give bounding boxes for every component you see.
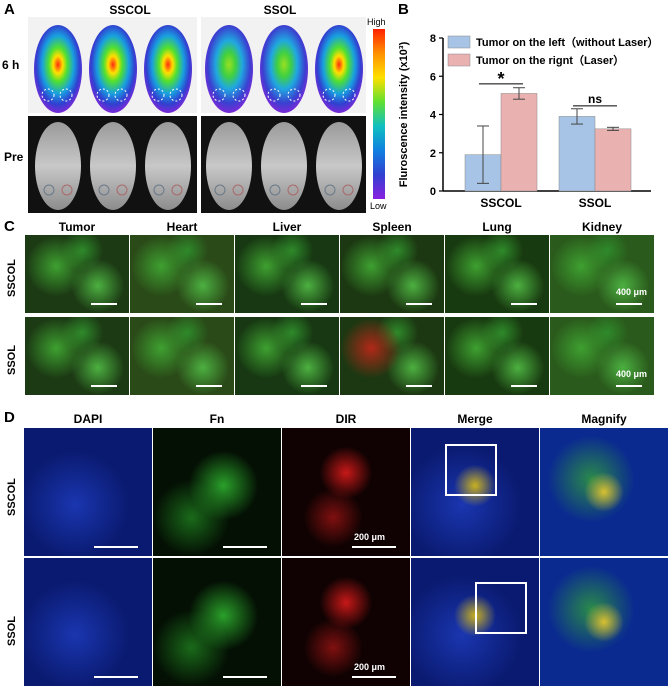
scale-bar	[616, 385, 642, 387]
scale-bar-label: 200 μm	[354, 662, 386, 672]
panel-d-tile-sscol-fn	[153, 428, 281, 556]
panel-c-tile-sscol-spleen	[340, 235, 444, 313]
bar-ssol-0	[558, 116, 596, 192]
panel-c-tile-ssol-liver	[235, 317, 339, 395]
magnify-box	[445, 444, 497, 496]
panel-d-col-merge: Merge	[457, 412, 493, 426]
legend-label: Tumor on the rignt（Laser）	[476, 54, 624, 67]
scale-bar	[511, 303, 537, 305]
panel-c-row-ssol: SSOL	[6, 345, 18, 375]
mice-pre-ssol-image	[201, 116, 366, 213]
panel-a-row-pre: Pre	[4, 150, 24, 164]
legend-swatch	[447, 53, 471, 67]
panel-a-row-6h: 6 h	[2, 58, 20, 72]
panel-c-tile-sscol-kidney: 400 μm	[550, 235, 654, 313]
panel-c-tile-sscol-heart	[130, 235, 234, 313]
panel-c-tile-ssol-heart	[130, 317, 234, 395]
scale-bar	[196, 385, 222, 387]
panel-d-tile-sscol-merge	[411, 428, 539, 556]
panel-d-tile-ssol-dir: 200 μm	[282, 558, 410, 686]
scale-bar	[223, 676, 267, 678]
panel-d-tile-ssol-fn	[153, 558, 281, 686]
panel-c-tile-ssol-tumor	[25, 317, 129, 395]
scale-bar	[196, 303, 222, 305]
scale-bar	[94, 546, 138, 548]
panel-c-tile-ssol-spleen	[340, 317, 444, 395]
bar-sscol-1	[500, 93, 538, 192]
panel-c-col-spleen: Spleen	[372, 220, 412, 234]
panel-d-col-magnify: Magnify	[581, 412, 627, 426]
scale-bar	[91, 303, 117, 305]
panel-d-col-dir: DIR	[335, 412, 357, 426]
significance-label: *	[497, 69, 504, 89]
panel-a-group-ssol: SSOL	[263, 3, 297, 17]
panel-c-col-heart: Heart	[166, 220, 198, 234]
bar-ssol-1	[594, 128, 632, 192]
panel-a-group-sscol: SSCOL	[109, 3, 151, 17]
x-tick-label: SSOL	[579, 196, 612, 210]
y-tick-label: 4	[430, 110, 437, 122]
panel-d-tile-sscol-dapi	[24, 428, 152, 556]
colorbar-high-label: High	[367, 17, 386, 27]
scale-bar	[223, 546, 267, 548]
scale-bar	[301, 385, 327, 387]
scale-bar-label: 400 μm	[616, 369, 648, 379]
panel-c-row-sscol: SSCOL	[6, 259, 18, 297]
panel-d-row-ssol: SSOL	[6, 616, 18, 646]
panel-b-letter: B	[398, 1, 409, 18]
scale-bar	[301, 303, 327, 305]
panel-d-letter: D	[4, 409, 15, 426]
imaging-pre-sscol	[28, 116, 197, 213]
panel-c-col-lung: Lung	[482, 220, 512, 234]
panel-d-tile-ssol-dapi	[24, 558, 152, 686]
legend-label: Tumor on the left（without Laser）	[476, 36, 659, 49]
scale-bar	[511, 385, 537, 387]
panel-d-tile-ssol-magnify	[540, 558, 668, 686]
y-tick-label: 0	[430, 186, 436, 198]
mice-pre-sscol-image	[28, 116, 197, 213]
panel-c-tile-sscol-tumor	[25, 235, 129, 313]
imaging-6h-ssol	[201, 17, 366, 113]
y-tick-label: 2	[430, 148, 436, 160]
y-tick-label: 8	[430, 33, 436, 45]
panel-c-letter: C	[4, 218, 15, 235]
mice-6h-ssol-image	[201, 17, 366, 113]
scale-bar	[352, 546, 396, 548]
panel-c-tile-ssol-lung	[445, 317, 549, 395]
panel-c-col-liver: Liver	[272, 220, 302, 234]
scale-bar	[352, 676, 396, 678]
panel-a-letter: A	[4, 1, 15, 18]
magnify-box	[475, 582, 527, 634]
panel-c-tile-sscol-liver	[235, 235, 339, 313]
legend-swatch	[447, 35, 471, 49]
imaging-6h-sscol	[28, 17, 197, 113]
panel-d-col-dapi: DAPI	[73, 412, 103, 426]
panel-c-tile-sscol-lung	[445, 235, 549, 313]
panel-c-col-kidney: Kidney	[581, 220, 622, 234]
scale-bar	[406, 385, 432, 387]
panel-d-col-fn: Fn	[209, 412, 225, 426]
scale-bar	[91, 385, 117, 387]
panel-c-tile-ssol-kidney: 400 μm	[550, 317, 654, 395]
panel-d-tile-sscol-dir: 200 μm	[282, 428, 410, 556]
imaging-pre-ssol	[201, 116, 366, 213]
y-tick-label: 6	[430, 71, 436, 83]
y-axis-label: Fluroscence intensity (x10³)	[398, 41, 410, 187]
panel-d-row-sscol: SSCOL	[6, 478, 18, 516]
panel-c-col-tumor: Tumor	[58, 220, 96, 234]
colorbar-low-label: Low	[370, 201, 387, 211]
scale-bar	[616, 303, 642, 305]
bar-chart: 0 2 4 6 8 Fluroscence intensity (x10³) SSCOL SS…	[398, 33, 659, 210]
intensity-colorbar	[373, 29, 385, 199]
scale-bar-label: 200 μm	[354, 532, 386, 542]
panel-d-tile-sscol-magnify	[540, 428, 668, 556]
panel-d-tile-ssol-merge	[411, 558, 539, 686]
significance-label: ns	[588, 92, 602, 106]
scale-bar	[94, 676, 138, 678]
x-tick-label: SSCOL	[480, 196, 521, 210]
scale-bar-label: 400 μm	[616, 287, 648, 297]
scale-bar	[406, 303, 432, 305]
mice-6h-sscol-image	[28, 17, 197, 113]
